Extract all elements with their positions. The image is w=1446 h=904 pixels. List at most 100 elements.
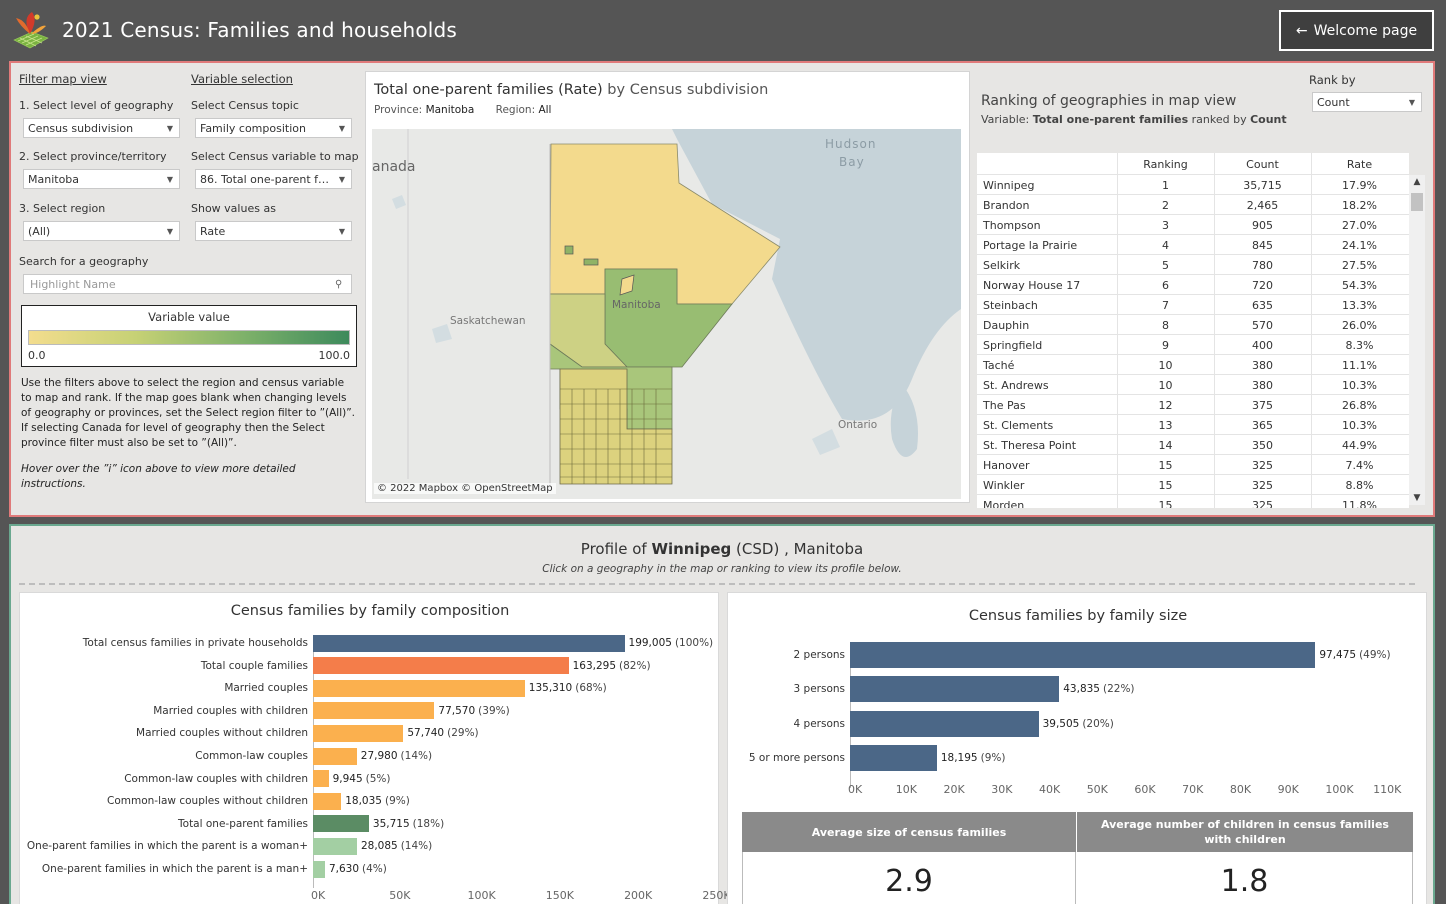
bar[interactable] bbox=[313, 792, 342, 810]
ranking-cell-count: 350 bbox=[1252, 439, 1273, 452]
ranking-row[interactable]: St. Theresa Point 14 350 44.9% bbox=[977, 435, 1409, 455]
size-chart: 2 persons 97,475 (49%) 3 persons 43,835 (22%)… bbox=[728, 593, 1428, 813]
bar-percent: (5%) bbox=[365, 772, 391, 785]
bar-value: 135,310 bbox=[528, 682, 573, 695]
ranking-cell-count: 780 bbox=[1252, 259, 1273, 272]
ranking-row[interactable]: Selkirk 5 780 27.5% bbox=[977, 255, 1409, 275]
scroll-down-icon[interactable]: ▼ bbox=[1413, 493, 1421, 503]
ranking-row[interactable]: Hanover 15 325 7.4% bbox=[977, 455, 1409, 475]
ranking-row[interactable]: Morden 15 325 11.8% bbox=[977, 495, 1409, 508]
rank-by-select[interactable]: Count ▼ bbox=[1312, 92, 1422, 112]
choropleth-map[interactable]: anada Hudson Bay Saskatchewan Manitoba O… bbox=[372, 129, 961, 499]
show-values-value: Rate bbox=[200, 224, 226, 238]
bar[interactable] bbox=[313, 815, 369, 833]
ranking-row[interactable]: Dauphin 8 570 26.0% bbox=[977, 315, 1409, 335]
ranking-cell-name: St. Theresa Point bbox=[983, 439, 1077, 452]
bar-value-label: 43,835 (22%) bbox=[1063, 683, 1134, 695]
ranking-row[interactable]: Springfield 9 400 8.3% bbox=[977, 335, 1409, 355]
legend-gradient bbox=[28, 330, 350, 345]
region-select[interactable]: (All) ▼ bbox=[23, 221, 180, 241]
axis-tick-label: 90K bbox=[1277, 783, 1299, 796]
ranking-title: Ranking of geographies in map view bbox=[981, 93, 1237, 109]
ranking-cell-rate: 44.9% bbox=[1342, 439, 1377, 452]
bar-value-label: 163,295 (82%) bbox=[573, 660, 651, 672]
chevron-down-icon: ▼ bbox=[1408, 97, 1416, 107]
welcome-page-button[interactable]: ← Welcome page bbox=[1279, 10, 1434, 51]
region-label: 3. Select region bbox=[19, 202, 106, 215]
ranking-cell-rank: 2 bbox=[1162, 199, 1169, 212]
axis-tick-label: 150K bbox=[545, 889, 575, 902]
hover-instructions: Hover over the ”i” icon above to view mo… bbox=[21, 463, 296, 490]
ranking-row[interactable]: Portage la Prairie 4 845 24.1% bbox=[977, 235, 1409, 255]
ranking-cell-rank: 10 bbox=[1158, 359, 1173, 372]
ranking-cell-name: Winkler bbox=[983, 479, 1025, 492]
ranking-row[interactable]: Taché 10 380 11.1% bbox=[977, 355, 1409, 375]
census-topic-select[interactable]: Family composition ▼ bbox=[195, 118, 352, 138]
level-geography-value: Census subdivision bbox=[28, 121, 134, 135]
ranking-header-row: Ranking Count Rate bbox=[977, 153, 1409, 175]
bar-value-label: 18,035 (9%) bbox=[345, 795, 410, 807]
ranking-cell-count: 570 bbox=[1252, 319, 1273, 332]
ranking-cell-rate: 11.1% bbox=[1342, 359, 1377, 372]
show-values-select[interactable]: Rate ▼ bbox=[195, 221, 352, 241]
ranking-row[interactable]: Norway House 17 6 720 54.3% bbox=[977, 275, 1409, 295]
bar[interactable] bbox=[313, 657, 569, 675]
province-label: 2. Select province/territory bbox=[19, 150, 167, 163]
ranking-row[interactable]: Brandon 2 2,465 18.2% bbox=[977, 195, 1409, 215]
ranking-row[interactable]: St. Andrews 10 380 10.3% bbox=[977, 375, 1409, 395]
ranking-row[interactable]: Steinbach 7 635 13.3% bbox=[977, 295, 1409, 315]
bar-value: 77,570 bbox=[438, 704, 476, 717]
arrow-left-icon: ← bbox=[1295, 22, 1308, 39]
bar[interactable] bbox=[313, 634, 625, 652]
ranking-cell-rank: 14 bbox=[1158, 439, 1173, 452]
province-select[interactable]: Manitoba ▼ bbox=[23, 169, 180, 189]
bar[interactable] bbox=[313, 679, 525, 697]
ranking-row[interactable]: Thompson 3 905 27.0% bbox=[977, 215, 1409, 235]
bar[interactable] bbox=[313, 747, 357, 765]
map-province-label: Province: bbox=[374, 104, 423, 116]
scrollbar-thumb[interactable] bbox=[1411, 193, 1423, 211]
ranking-cell-count: 35,715 bbox=[1243, 179, 1282, 192]
axis-tick-label: 110K bbox=[1373, 783, 1402, 796]
col-ranking: Ranking bbox=[1143, 158, 1188, 171]
ranking-cell-name: Springfield bbox=[983, 339, 1043, 352]
ranking-cell-name: Dauphin bbox=[983, 319, 1030, 332]
ranking-cell-count: 400 bbox=[1252, 339, 1273, 352]
ranking-scrollbar[interactable]: ▲ ▼ bbox=[1409, 175, 1425, 505]
axis-tick-label: 40K bbox=[1038, 783, 1061, 796]
bar[interactable] bbox=[850, 744, 937, 771]
scroll-up-icon[interactable]: ▲ bbox=[1413, 177, 1421, 187]
ranking-cell-rate: 7.4% bbox=[1345, 459, 1374, 472]
ranking-row[interactable]: Winnipeg 1 35,715 17.9% bbox=[977, 175, 1409, 195]
ranking-row[interactable]: The Pas 12 375 26.8% bbox=[977, 395, 1409, 415]
ranking-cell-rate: 10.3% bbox=[1342, 379, 1377, 392]
profile-subtitle: Click on a geography in the map or ranki… bbox=[542, 563, 902, 575]
composition-chart-card: Census families by family composition To… bbox=[19, 592, 731, 904]
bar[interactable] bbox=[313, 770, 329, 788]
bar-category-label: Common-law couples without children bbox=[107, 795, 308, 808]
bar[interactable] bbox=[850, 642, 1316, 668]
census-variable-select[interactable]: 86. Total one-parent fa... ▼ bbox=[195, 169, 352, 189]
rank-by-value: Count bbox=[1317, 95, 1350, 109]
col-rate: Rate bbox=[1346, 158, 1373, 171]
axis-tick-label: 50K bbox=[389, 889, 411, 902]
profile-suffix: (CSD) , Manitoba bbox=[731, 540, 864, 558]
census-topic-value: Family composition bbox=[200, 121, 306, 135]
level-geography-select[interactable]: Census subdivision ▼ bbox=[23, 118, 180, 138]
bar-category-label: One-parent families in which the parent … bbox=[26, 840, 308, 853]
instructions-part1: Use the filters above to select the regi… bbox=[21, 377, 345, 404]
ranking-cell-name: Hanover bbox=[983, 459, 1030, 472]
ranking-cell-name: Portage la Prairie bbox=[983, 239, 1078, 252]
bar[interactable] bbox=[313, 702, 435, 720]
ranking-row[interactable]: Winkler 15 325 8.8% bbox=[977, 475, 1409, 495]
ranking-row[interactable]: St. Clements 13 365 10.3% bbox=[977, 415, 1409, 435]
bar[interactable] bbox=[313, 724, 404, 742]
search-geography-input[interactable]: Highlight Name ⚲ bbox=[23, 274, 352, 294]
bar-value-label: 135,310 (68%) bbox=[529, 682, 607, 694]
bar-value-label: 28,085 (14%) bbox=[361, 840, 432, 852]
bar[interactable] bbox=[313, 837, 357, 855]
bar[interactable] bbox=[850, 676, 1060, 703]
bar[interactable] bbox=[313, 860, 325, 878]
bar-value: 199,005 bbox=[628, 637, 672, 649]
bar[interactable] bbox=[850, 710, 1039, 737]
